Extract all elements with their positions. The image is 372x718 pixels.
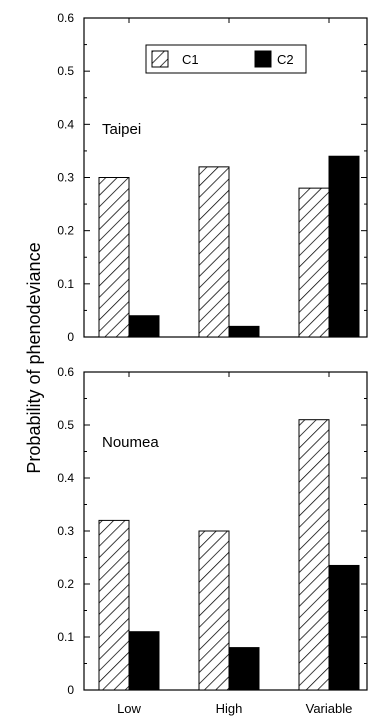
y-tick-label: 0.3 <box>57 524 74 538</box>
bar-c1-high <box>198 166 230 338</box>
panel-label: Noumea <box>102 434 159 451</box>
bar-c2-low <box>128 315 160 338</box>
bar-c1-variable <box>298 419 330 691</box>
bar-c1-low <box>98 177 130 338</box>
panel-taipei: 0 0.1 0.2 0.3 0.4 0.5 0.6 Taipei <box>57 11 368 344</box>
legend-c1-label: C1 <box>182 52 199 67</box>
y-tick-label: 0.3 <box>57 171 74 185</box>
x-category-label: Variable <box>306 701 353 716</box>
bar-c2-variable <box>328 564 360 691</box>
bar-c1-low <box>98 519 130 691</box>
bar-c1-high <box>198 530 230 691</box>
bar-c2-low <box>128 631 160 691</box>
bar-c2-high <box>228 325 260 338</box>
x-axis-categories: Low High Variable <box>117 701 352 716</box>
y-tick-label: 0.2 <box>57 224 74 238</box>
y-tick-label: 0.1 <box>57 277 74 291</box>
x-category-label: Low <box>117 701 141 716</box>
bar-c2-high <box>228 647 260 691</box>
x-category-label: High <box>216 701 243 716</box>
y-tick-label: 0.1 <box>57 630 74 644</box>
y-axis-label: Probability of phenodeviance <box>24 242 44 473</box>
legend-c2-swatch <box>254 50 272 68</box>
y-tick-label: 0 <box>67 330 74 344</box>
bar-c1-variable <box>298 187 330 338</box>
panel-noumea: 0 0.1 0.2 0.3 0.4 0.5 0.6 Noumea <box>57 365 368 697</box>
legend: C1 C2 <box>145 44 307 74</box>
legend-c1-swatch <box>151 50 169 68</box>
y-tick-label: 0.6 <box>57 11 74 25</box>
y-tick-label: 0.4 <box>57 471 74 485</box>
panel-label: Taipei <box>102 121 141 138</box>
legend-c2-label: C2 <box>277 52 294 67</box>
y-tick-label: 0.5 <box>57 64 74 78</box>
y-tick-label: 0.6 <box>57 365 74 379</box>
y-tick-label: 0.2 <box>57 577 74 591</box>
bar-c2-variable <box>328 155 360 338</box>
y-tick-label: 0.4 <box>57 117 74 131</box>
y-tick-label: 0.5 <box>57 418 74 432</box>
y-tick-label: 0 <box>67 683 74 697</box>
